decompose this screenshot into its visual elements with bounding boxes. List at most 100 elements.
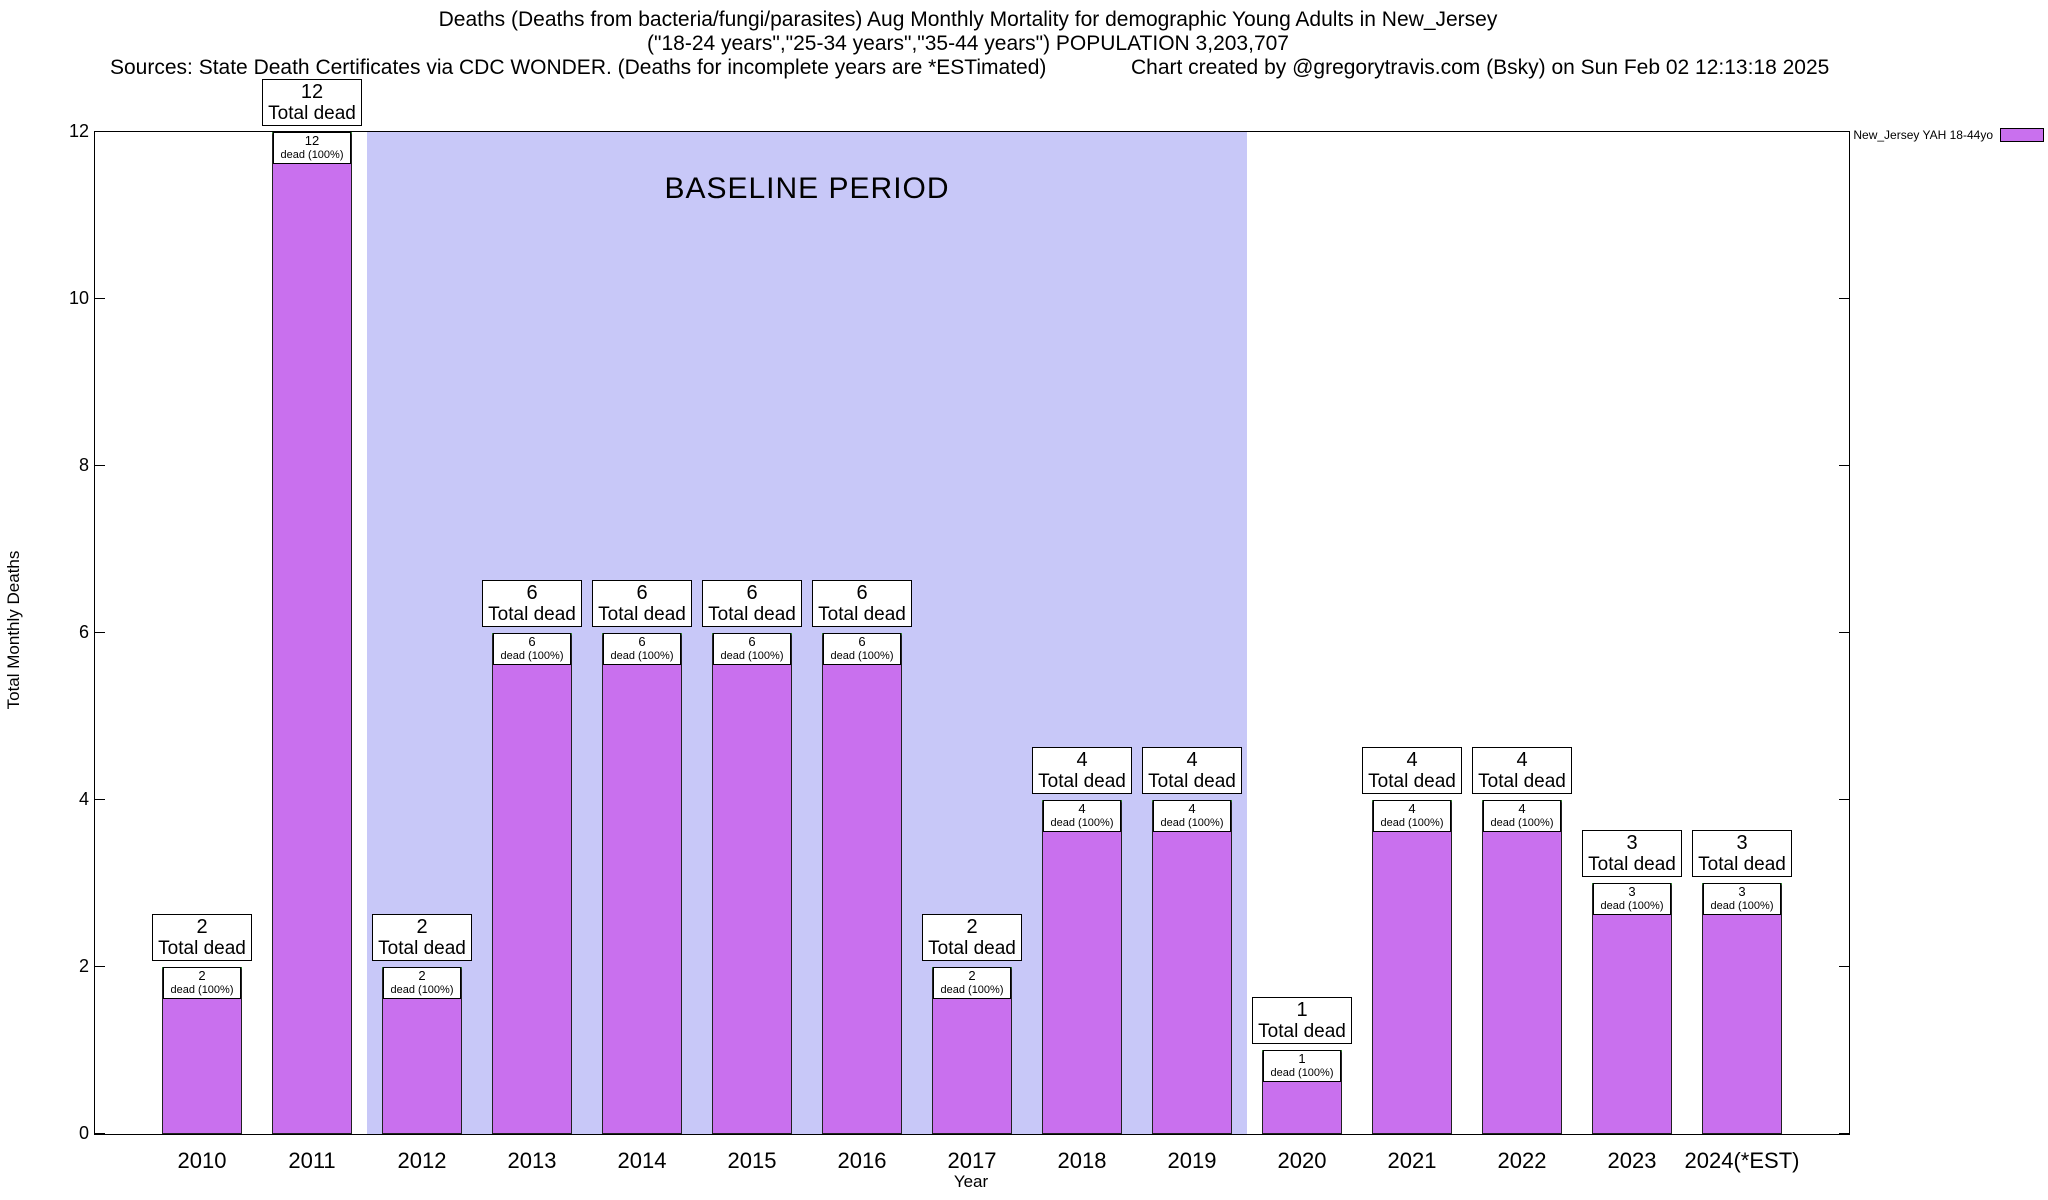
bar-count-suffix: dead (100%) [170, 983, 234, 996]
bar-count-label: 2 dead (100%) [383, 967, 461, 999]
x-tick-label: 2010 [177, 1148, 227, 1173]
x-tick-label: 2013 [507, 1148, 557, 1173]
bar-count-label: 4 dead (100%) [1153, 800, 1231, 832]
tick-mark [95, 131, 105, 132]
bar-total-suffix: Total dead [1148, 770, 1236, 792]
bar-total-suffix: Total dead [708, 603, 796, 625]
bar-count-suffix: dead (100%) [1160, 816, 1224, 829]
bar-total-suffix: Total dead [598, 603, 686, 625]
bar-count-label: 1 dead (100%) [1263, 1050, 1341, 1082]
x-tick-label: 2020 [1277, 1148, 1327, 1173]
bar-count-value: 6 [528, 634, 536, 649]
bar-total-suffix: Total dead [818, 603, 906, 625]
baseline-label: BASELINE PERIOD [664, 172, 950, 205]
y-axis-title: Total Monthly Deaths [4, 550, 23, 710]
bar-count-value: 3 [1738, 884, 1746, 899]
chart-sources: Sources: State Death Certificates via CD… [110, 56, 1047, 79]
bar-count-label: 3 dead (100%) [1703, 883, 1781, 915]
bar-count-suffix: dead (100%) [1050, 816, 1114, 829]
bar-total-value: 12 [300, 81, 324, 103]
tick-mark [1839, 298, 1849, 299]
bar-count-value: 2 [418, 968, 426, 983]
bar-total-suffix: Total dead [378, 937, 466, 959]
bar-count-suffix: dead (100%) [720, 649, 784, 662]
bar [1042, 800, 1122, 1134]
bar-total-suffix: Total dead [1698, 853, 1786, 875]
bar-total-value: 4 [1406, 749, 1418, 771]
bar [492, 633, 572, 1134]
bar-total-suffix: Total dead [268, 102, 356, 124]
tick-mark [95, 966, 105, 967]
bar [822, 633, 902, 1134]
bar-count-suffix: dead (100%) [390, 983, 454, 996]
bar-count-suffix: dead (100%) [1490, 816, 1554, 829]
chart-title-line2: ("18-24 years","25-34 years","35-44 year… [647, 32, 1289, 55]
tick-mark [1839, 799, 1849, 800]
bar-count-value: 4 [1188, 801, 1196, 816]
x-tick-label: 2019 [1167, 1148, 1217, 1173]
bar [712, 633, 792, 1134]
x-tick-label: 2014 [617, 1148, 667, 1173]
tick-mark [95, 632, 105, 633]
y-tick-label: 10 [68, 288, 89, 308]
bar-count-value: 3 [1628, 884, 1636, 899]
legend: New_Jersey YAH 18-44yo [1853, 128, 2044, 142]
bar-count-suffix: dead (100%) [830, 649, 894, 662]
bar-total-value: 2 [966, 916, 978, 938]
bar-count-value: 2 [968, 968, 976, 983]
x-tick-label: 2023 [1607, 1148, 1657, 1173]
bar-total-label: 1 Total dead [1252, 997, 1352, 1044]
bar-total-value: 6 [526, 582, 538, 604]
bar-total-suffix: Total dead [1478, 770, 1566, 792]
bar-count-suffix: dead (100%) [1380, 816, 1444, 829]
tick-mark [95, 465, 105, 466]
bar-total-value: 1 [1296, 999, 1308, 1021]
bar-count-suffix: dead (100%) [610, 649, 674, 662]
y-tick-label: 4 [78, 789, 89, 809]
bar [1482, 800, 1562, 1134]
x-tick-label: 2015 [727, 1148, 777, 1173]
bar-total-value: 6 [636, 582, 648, 604]
bar-total-suffix: Total dead [1368, 770, 1456, 792]
bar-total-suffix: Total dead [1038, 770, 1126, 792]
bar-count-value: 4 [1078, 801, 1086, 816]
tick-mark [95, 799, 105, 800]
bar-count-value: 1 [1298, 1051, 1306, 1066]
bar-count-value: 6 [858, 634, 866, 649]
bar-count-label: 6 dead (100%) [493, 633, 571, 665]
bar-total-value: 4 [1076, 749, 1088, 771]
bar-count-value: 6 [638, 634, 646, 649]
bar-total-suffix: Total dead [158, 937, 246, 959]
bar-total-label: 2 Total dead [922, 914, 1022, 961]
bar-total-label: 4 Total dead [1142, 747, 1242, 794]
bar-count-label: 12 dead (100%) [273, 132, 351, 164]
bar-total-label: 3 Total dead [1582, 830, 1682, 877]
bar-total-label: 2 Total dead [372, 914, 472, 961]
x-tick-label: 2012 [397, 1148, 447, 1173]
bar [272, 132, 352, 1134]
bar-total-suffix: Total dead [928, 937, 1016, 959]
x-tick-label: 2016 [837, 1148, 887, 1173]
bar [602, 633, 682, 1134]
bar-total-label: 4 Total dead [1362, 747, 1462, 794]
bar-total-label: 3 Total dead [1692, 830, 1792, 877]
bar-total-suffix: Total dead [1258, 1020, 1346, 1042]
bar-count-label: 4 dead (100%) [1483, 800, 1561, 832]
bar-count-value: 4 [1408, 801, 1416, 816]
bar-total-value: 3 [1736, 832, 1748, 854]
bar-total-value: 2 [416, 916, 428, 938]
bar-count-suffix: dead (100%) [1270, 1066, 1334, 1079]
bar-count-label: 4 dead (100%) [1043, 800, 1121, 832]
x-tick-label: 2021 [1387, 1148, 1437, 1173]
tick-mark [1839, 465, 1849, 466]
bar [1702, 883, 1782, 1134]
bar-count-label: 6 dead (100%) [713, 633, 791, 665]
bar-count-label: 2 dead (100%) [933, 967, 1011, 999]
x-tick-label: 2017 [947, 1148, 997, 1173]
bar-count-label: 6 dead (100%) [603, 633, 681, 665]
y-tick-label: 6 [78, 622, 89, 642]
legend-swatch [2000, 128, 2044, 142]
bar-count-label: 2 dead (100%) [163, 967, 241, 999]
bar-count-value: 2 [198, 968, 206, 983]
